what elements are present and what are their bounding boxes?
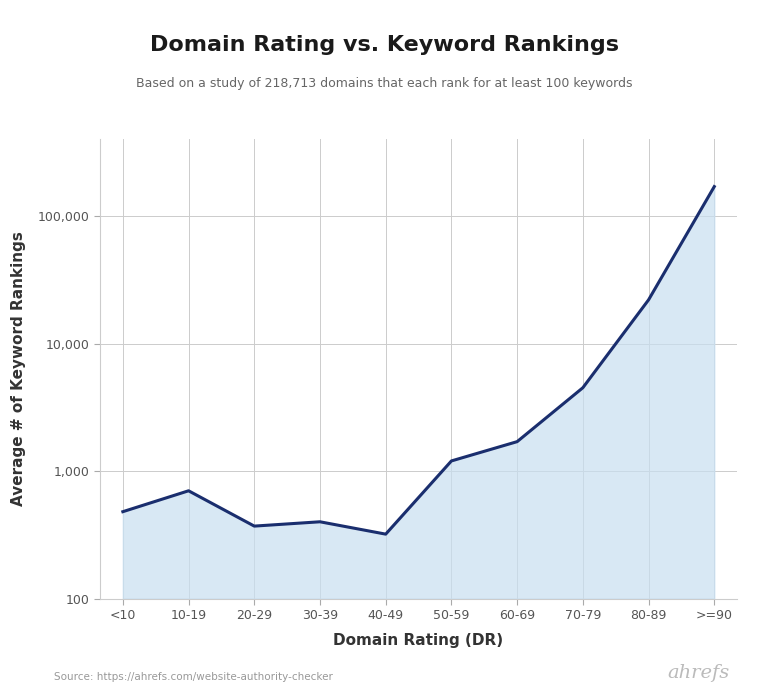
Text: ahrefs: ahrefs — [667, 664, 730, 682]
Text: Domain Rating vs. Keyword Rankings: Domain Rating vs. Keyword Rankings — [150, 35, 618, 55]
Text: Source: https://ahrefs.com/website-authority-checker: Source: https://ahrefs.com/website-autho… — [54, 672, 333, 682]
X-axis label: Domain Rating (DR): Domain Rating (DR) — [333, 633, 504, 648]
Text: Based on a study of 218,713 domains that each rank for at least 100 keywords: Based on a study of 218,713 domains that… — [136, 77, 632, 90]
Y-axis label: Average # of Keyword Rankings: Average # of Keyword Rankings — [12, 232, 26, 506]
